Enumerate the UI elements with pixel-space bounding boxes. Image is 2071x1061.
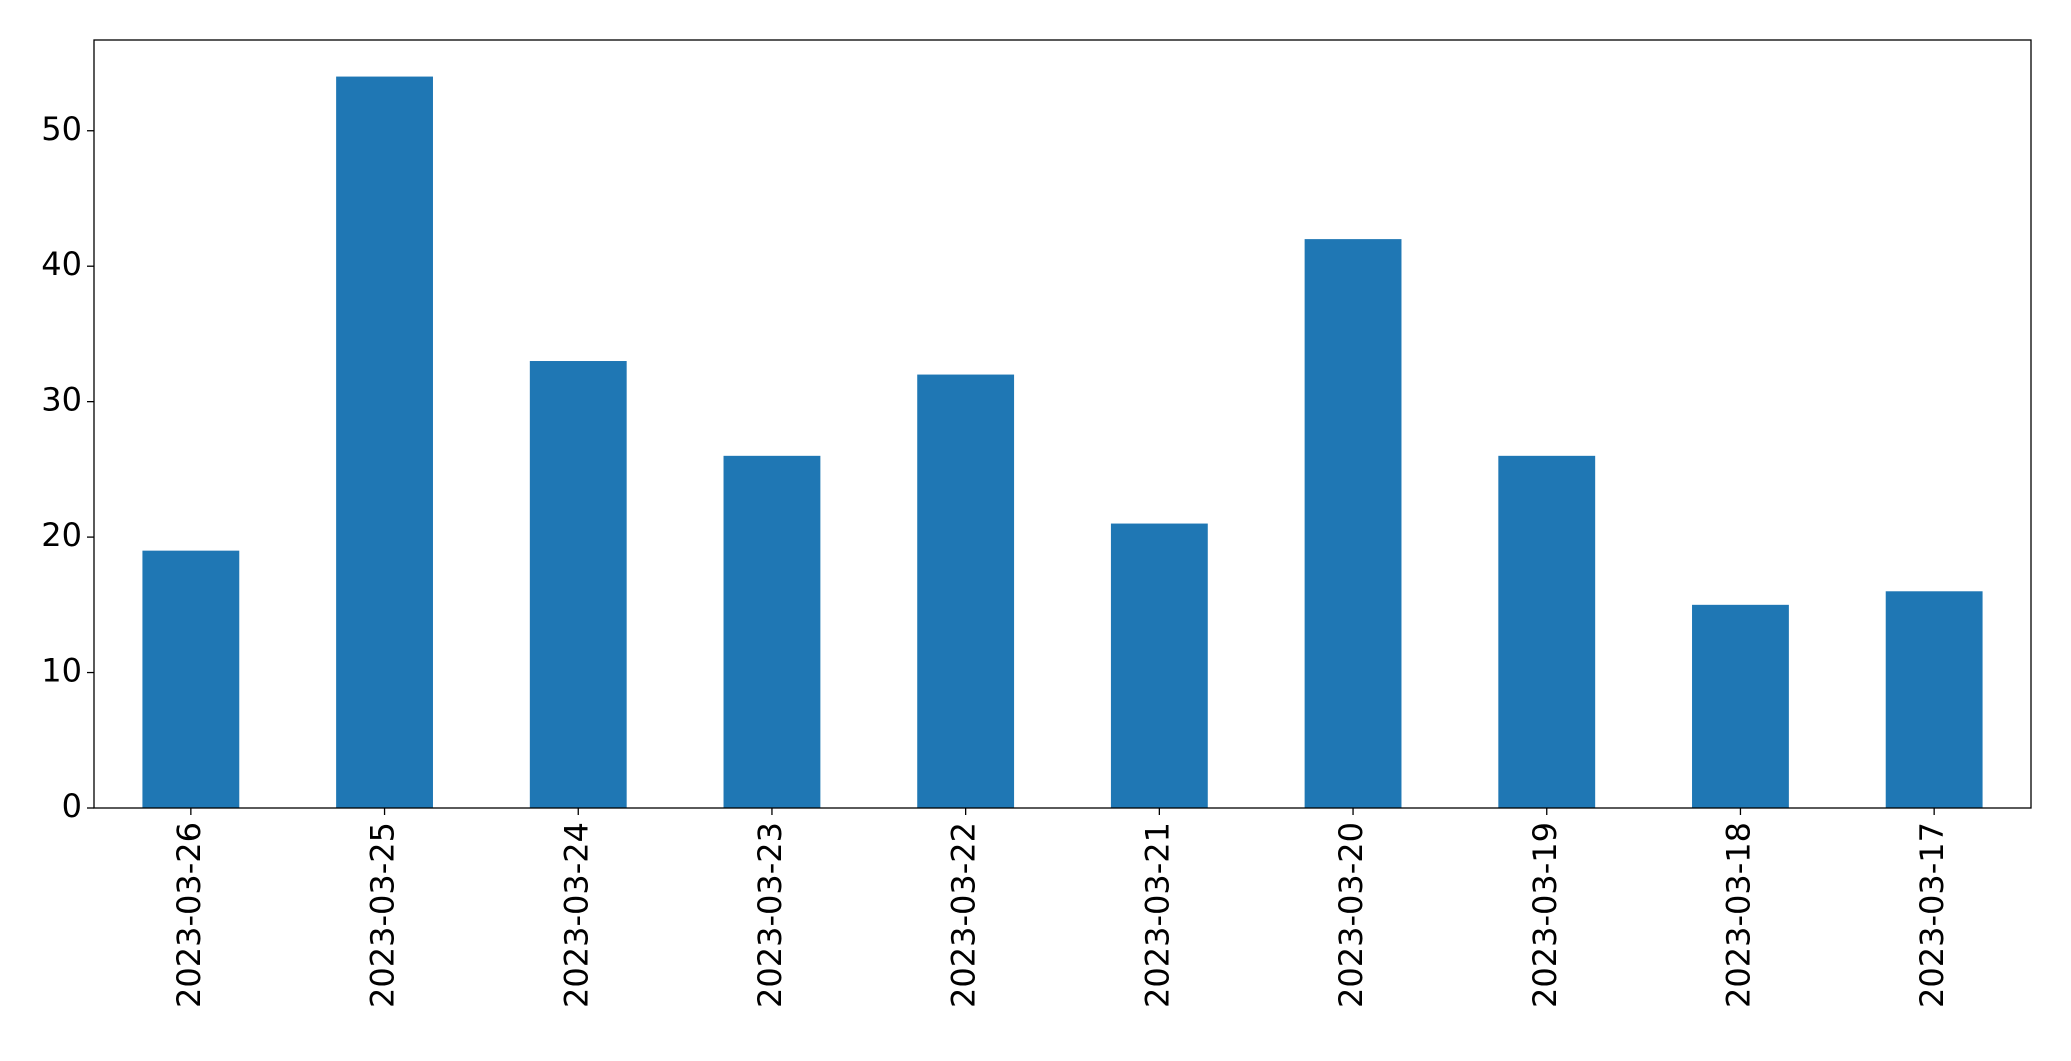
y-tick-label: 50 bbox=[41, 110, 82, 148]
bar bbox=[1304, 239, 1402, 809]
y-tick-label: 10 bbox=[41, 652, 82, 690]
bar bbox=[723, 455, 821, 808]
bar bbox=[917, 374, 1015, 808]
x-tick-label: 2023-03-18 bbox=[1719, 822, 1757, 1008]
bar bbox=[1498, 455, 1596, 808]
bar bbox=[529, 361, 627, 808]
x-tick-label: 2023-03-20 bbox=[1332, 822, 1370, 1008]
x-tick-label: 2023-03-25 bbox=[364, 822, 402, 1008]
bar bbox=[336, 76, 433, 809]
x-tick-label: 2023-03-17 bbox=[1913, 822, 1951, 1008]
x-tick-label: 2023-03-23 bbox=[751, 822, 789, 1008]
x-tick-label: 2023-03-21 bbox=[1138, 822, 1176, 1008]
y-tick-label: 20 bbox=[41, 516, 82, 554]
y-tick-label: 0 bbox=[62, 787, 82, 825]
bar bbox=[1692, 604, 1789, 808]
bar bbox=[142, 550, 240, 808]
y-tick-label: 40 bbox=[41, 245, 82, 283]
x-tick-label: 2023-03-24 bbox=[557, 822, 595, 1008]
y-tick-label: 30 bbox=[41, 381, 82, 419]
bar bbox=[1885, 591, 1983, 808]
x-tick-label: 2023-03-19 bbox=[1526, 822, 1564, 1008]
bar bbox=[1110, 523, 1208, 808]
plot-frame bbox=[93, 39, 2032, 809]
x-tick-label: 2023-03-26 bbox=[170, 822, 208, 1008]
x-tick-label: 2023-03-22 bbox=[945, 822, 983, 1008]
